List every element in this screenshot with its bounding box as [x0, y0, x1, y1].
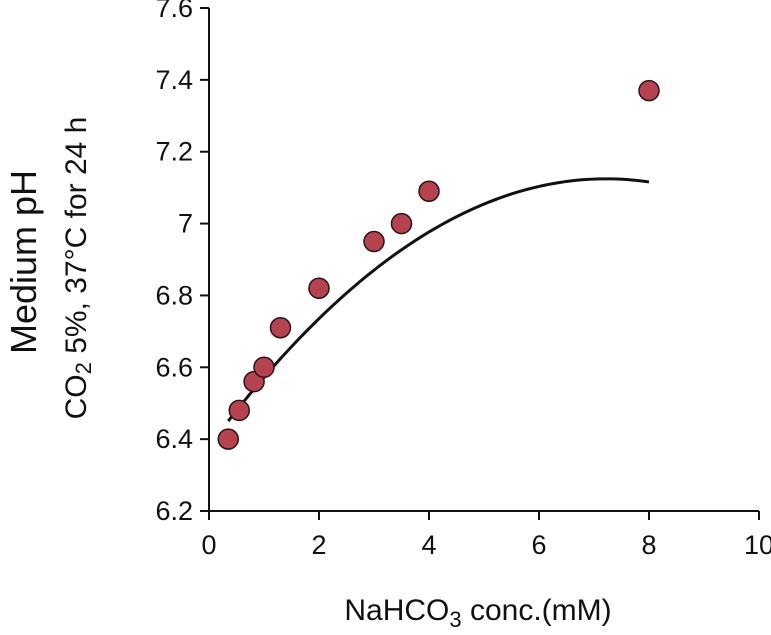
x-tick-label: 6 [531, 530, 546, 560]
x-tick-label: 2 [311, 530, 326, 560]
y-tick-label: 7.4 [155, 65, 193, 95]
x-tick-label: 0 [201, 530, 216, 560]
y-axis-title: Medium pH [3, 170, 44, 354]
y-axis-subtitle-suffix: 5%, 37°C for 24 h [60, 117, 93, 362]
y-axis-title-line1: Medium pH [3, 170, 44, 354]
data-point [217, 428, 239, 450]
y-tick-label: 6.2 [155, 496, 193, 526]
x-axis-title-subscript: 3 [449, 607, 461, 632]
trendline [227, 177, 650, 422]
data-point [253, 356, 275, 379]
x-axis-title-main: NaHCO [344, 594, 449, 627]
y-axis-subtitle-prefix: CO [60, 374, 93, 419]
y-tick-label: 6.4 [155, 424, 193, 454]
y-tick-label: 6.8 [155, 280, 193, 310]
svg-text:Medium pH: Medium pH [3, 170, 44, 354]
x-axis-ticks: 0 2 4 6 8 10 [201, 511, 771, 560]
svg-text:CO2 5%, 37°C for 24 h: CO2 5%, 37°C for 24 h [60, 117, 96, 420]
x-tick-label: 10 [744, 530, 771, 560]
data-point [308, 277, 330, 299]
data-point [638, 79, 660, 102]
data-points [217, 79, 660, 450]
x-tick-label: 8 [641, 530, 656, 560]
y-axis-ticks: 6.2 6.4 6.6 6.8 7 7.2 7.4 7.6 [155, 0, 209, 526]
y-axis-subtitle-subscript: 2 [71, 362, 96, 374]
y-tick-label: 7.2 [155, 137, 193, 167]
x-tick-label: 4 [421, 530, 436, 560]
data-point [228, 399, 250, 422]
x-axis-title: NaHCO3 conc.(mM) [344, 594, 611, 632]
data-point [390, 212, 413, 235]
data-point [269, 317, 292, 339]
y-tick-label: 7 [178, 209, 193, 239]
y-axis-subtitle: CO2 5%, 37°C for 24 h [60, 117, 96, 420]
data-point [363, 230, 385, 253]
y-tick-label: 6.6 [155, 352, 193, 382]
y-tick-label: 7.6 [155, 0, 193, 23]
x-axis-title-suffix: conc.(mM) [462, 594, 612, 627]
data-point [418, 180, 440, 202]
